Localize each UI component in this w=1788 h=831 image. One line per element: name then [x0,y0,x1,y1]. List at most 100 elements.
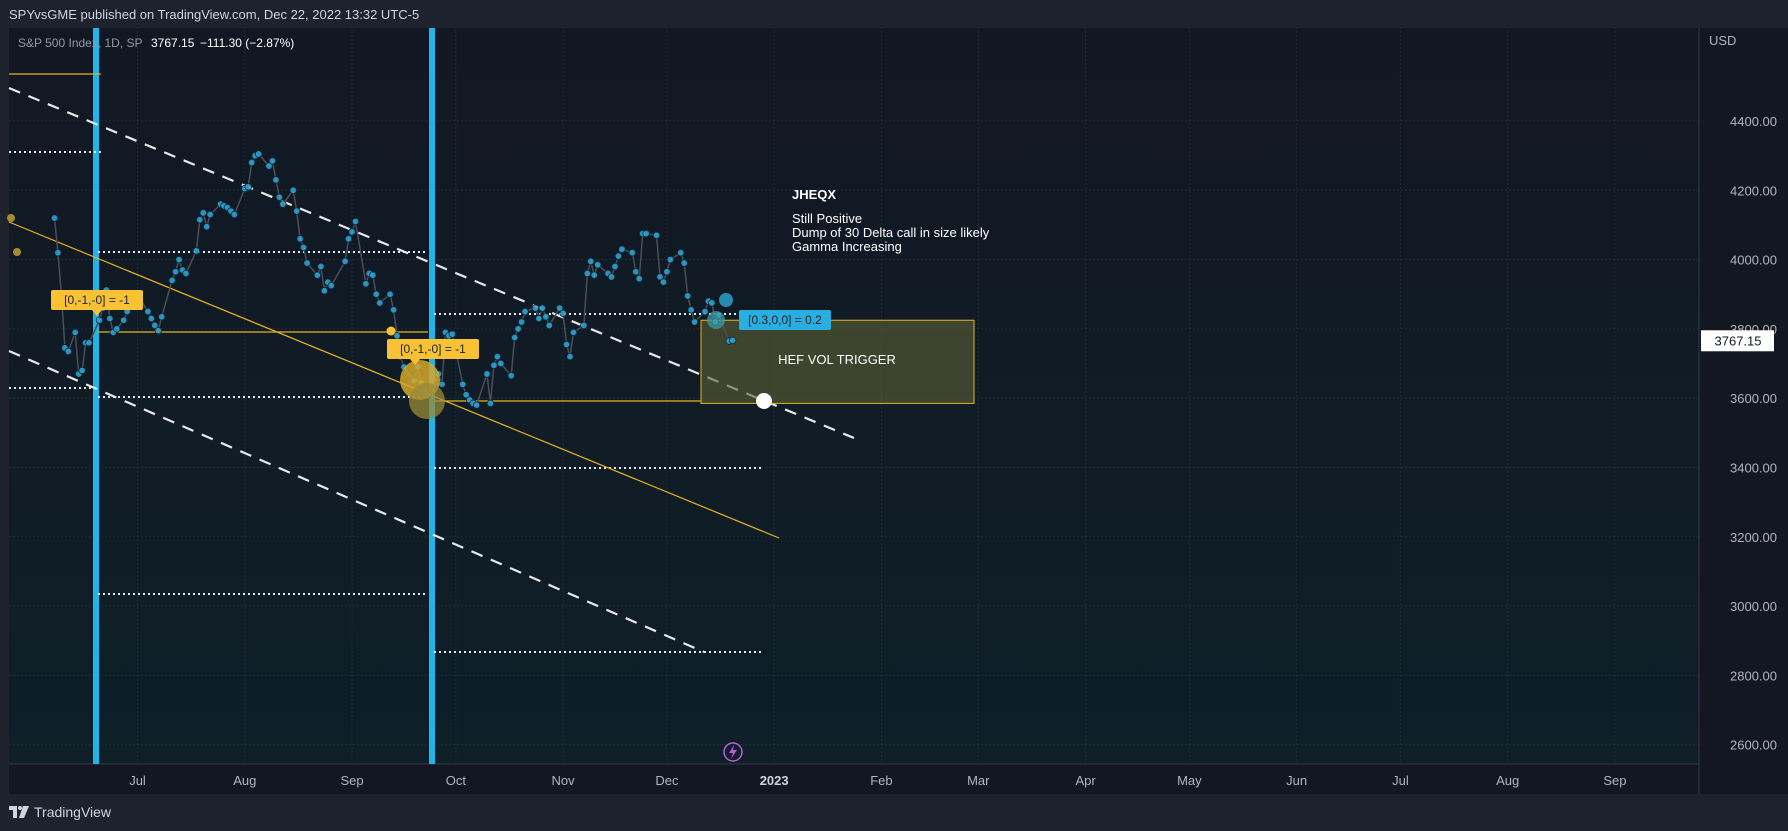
price-axis-area[interactable] [1699,27,1788,764]
price-point[interactable] [538,304,547,312]
price-point[interactable] [344,235,353,243]
target-white-dot[interactable] [756,393,772,409]
price-point[interactable] [632,268,640,276]
price-point[interactable] [507,371,515,380]
price-point[interactable] [296,235,304,243]
price-point[interactable] [683,292,692,300]
price-point[interactable] [490,361,498,369]
price-point[interactable] [652,231,661,240]
price-point[interactable] [611,262,619,271]
current-price-badge[interactable] [1701,330,1774,352]
price-point[interactable] [244,183,252,191]
price-point[interactable] [144,307,152,316]
price-point[interactable] [680,259,688,267]
price-point[interactable] [292,207,301,215]
price-point[interactable] [386,290,394,298]
price-point[interactable] [545,321,553,330]
price-point[interactable] [199,209,207,217]
signal-dot[interactable] [7,214,15,222]
price-point[interactable] [106,314,114,323]
price-point[interactable] [701,307,709,316]
price-point[interactable] [690,318,699,326]
vol-trigger-box[interactable] [700,319,975,404]
price-point[interactable] [708,299,716,307]
price-point[interactable] [71,328,79,337]
price-point[interactable] [448,330,457,338]
price-point[interactable] [659,278,668,286]
price-point[interactable] [182,269,190,278]
price-point[interactable] [95,316,104,324]
price-point[interactable] [510,333,519,342]
price-point[interactable] [151,321,159,330]
price-point[interactable] [54,248,62,257]
price-point[interactable] [268,157,277,165]
price-point[interactable] [192,247,201,255]
price-point[interactable] [147,314,156,323]
price-point[interactable] [590,271,598,279]
price-point[interactable] [119,316,128,324]
price-point[interactable] [154,326,162,335]
price-point[interactable] [78,366,86,375]
price-point[interactable] [569,328,578,337]
price-point[interactable] [372,290,380,298]
price-point[interactable] [497,359,505,368]
signal-bubble-blue[interactable] [719,293,733,307]
price-point[interactable] [64,347,73,356]
price-point[interactable] [728,336,737,345]
price-point[interactable] [279,200,287,208]
price-point[interactable] [486,399,495,408]
price-point[interactable] [580,321,588,330]
price-point[interactable] [369,271,377,279]
price-point[interactable] [351,217,360,226]
price-point[interactable] [206,210,214,219]
signal-tag-dec-bg[interactable] [739,310,831,330]
price-point[interactable] [158,313,166,321]
price-point[interactable] [614,252,623,260]
price-point[interactable] [175,255,183,264]
price-point[interactable] [459,380,467,389]
price-point[interactable] [171,268,180,276]
price-point[interactable] [521,307,529,316]
price-point[interactable] [348,228,356,236]
price-point[interactable] [618,245,626,253]
price-point[interactable] [594,261,602,269]
signal-bubble-teal[interactable] [707,311,725,329]
signal-tag-oct-bg[interactable] [387,339,479,359]
price-point[interactable] [531,304,540,312]
price-point[interactable] [303,259,311,267]
price-point[interactable] [50,214,59,222]
signal-dot[interactable] [13,248,21,256]
drawings[interactable]: HEF VOL TRIGGER [8,73,975,654]
price-point[interactable] [85,339,93,347]
price-point[interactable] [514,325,522,333]
yellow-trendline[interactable] [8,221,780,539]
price-point[interactable] [555,304,564,312]
price-point[interactable] [247,158,256,167]
price-point[interactable] [517,318,526,326]
channel-lower-dashed[interactable] [8,349,705,654]
price-point[interactable] [362,280,370,288]
price-point[interactable] [320,287,329,295]
price-point[interactable] [542,313,550,321]
price-point[interactable] [203,222,211,231]
price-point[interactable] [317,262,325,271]
signal-dot[interactable] [386,326,396,336]
price-point[interactable] [583,269,592,278]
price-point[interactable] [472,401,481,409]
price-point[interactable] [376,299,384,307]
price-point[interactable] [265,162,273,170]
price-point[interactable] [299,243,308,252]
price-point[interactable] [656,273,664,281]
lightning-icon[interactable] [723,742,743,762]
price-point[interactable] [607,273,616,281]
price-point[interactable] [462,391,470,399]
price-point[interactable] [562,340,571,349]
signal-tag-jul-bg[interactable] [51,290,143,310]
price-point[interactable] [168,276,176,285]
price-point[interactable] [313,271,322,279]
price-point[interactable] [113,325,121,333]
price-point[interactable] [535,314,543,323]
signal-bubble-dim[interactable] [409,383,445,419]
price-point[interactable] [587,257,595,266]
